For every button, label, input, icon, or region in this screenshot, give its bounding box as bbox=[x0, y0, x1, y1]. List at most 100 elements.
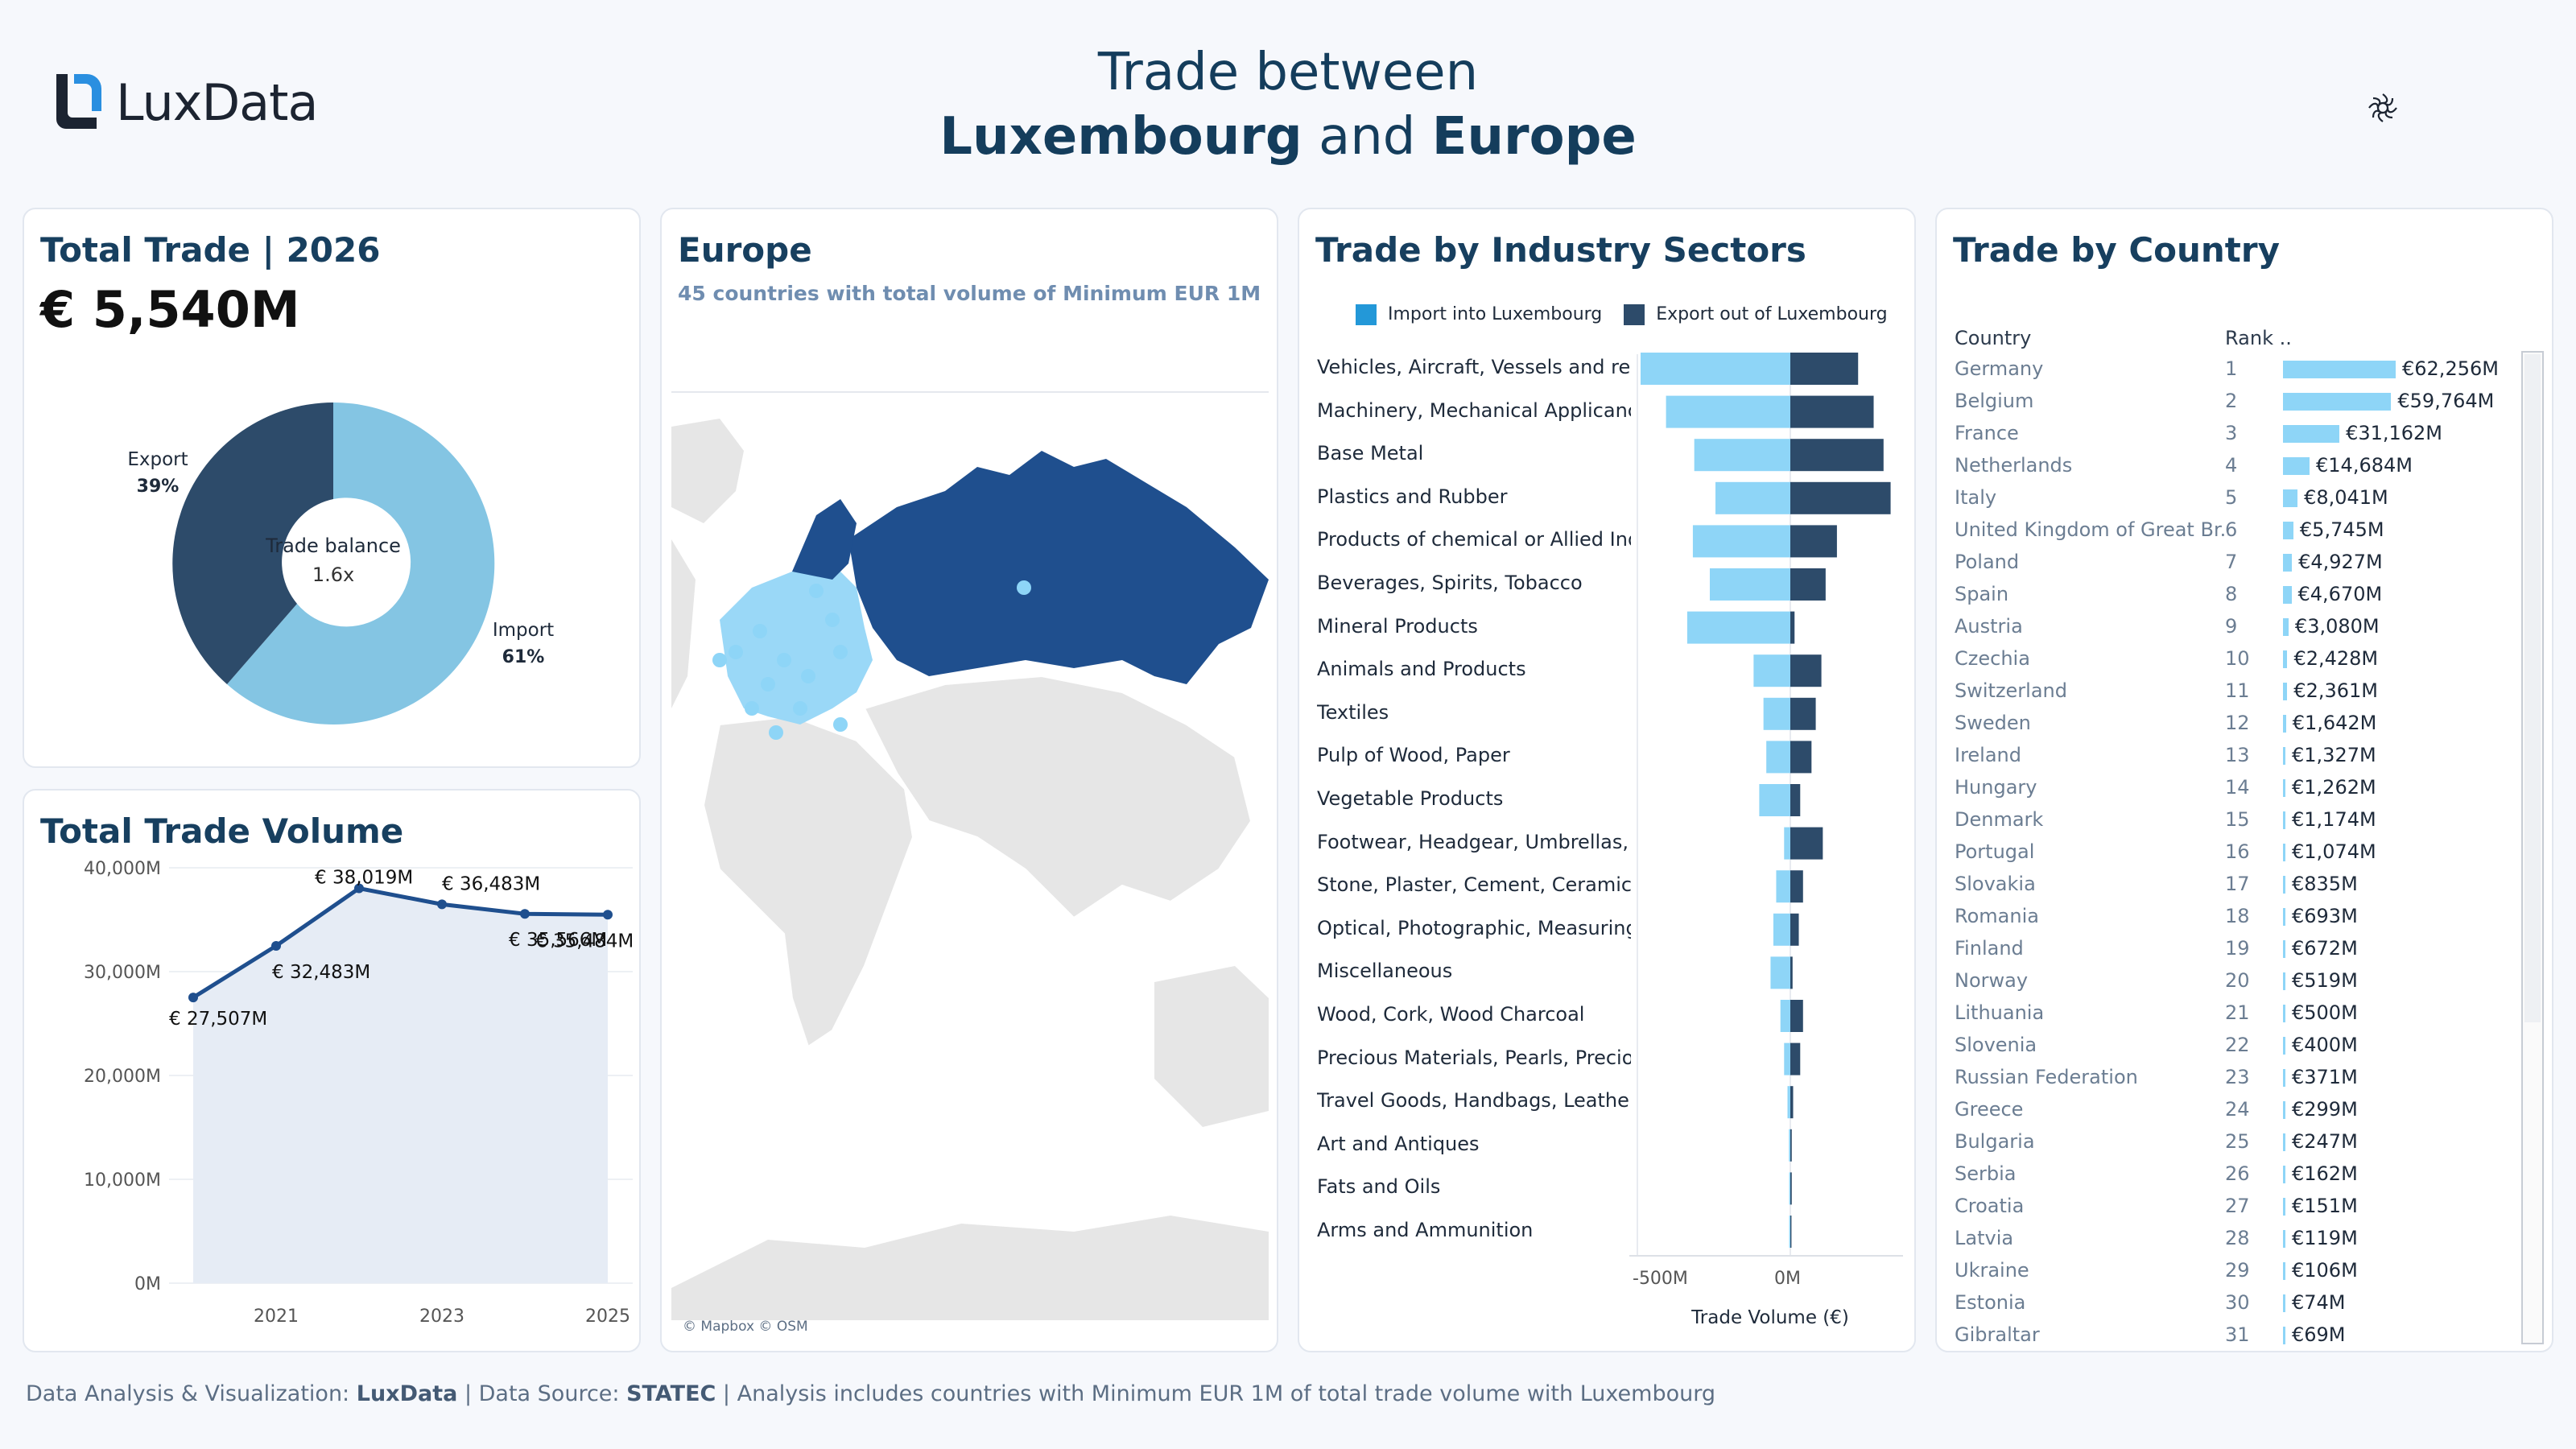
volume-data-label: € 36,483M bbox=[442, 873, 540, 894]
country-value: €31,162M bbox=[2346, 422, 2443, 444]
country-rank: 24 bbox=[2225, 1098, 2250, 1121]
country-value: €8,041M bbox=[2304, 486, 2388, 509]
map-dot bbox=[833, 645, 848, 659]
sector-label: Textiles bbox=[1317, 700, 1389, 724]
country-value: €4,670M bbox=[2297, 583, 2383, 605]
sectors-legend: Import into Luxembourg Export out of Lux… bbox=[1356, 304, 1888, 325]
map-attribution[interactable]: © Mapbox © OSM bbox=[683, 1319, 808, 1335]
country-rank: 20 bbox=[2225, 969, 2250, 992]
country-name: Estonia bbox=[1955, 1291, 2026, 1314]
import-bar bbox=[1784, 1042, 1790, 1075]
export-pct: 39% bbox=[136, 477, 180, 497]
map-scandinavia bbox=[792, 499, 857, 580]
map-dot bbox=[825, 613, 840, 627]
volume-data-label: € 32,483M bbox=[272, 962, 370, 983]
country-bar bbox=[2283, 1133, 2285, 1151]
country-bar bbox=[2283, 361, 2396, 378]
y-tick-label: 40,000M bbox=[84, 859, 161, 879]
title-luxembourg: Luxembourg bbox=[939, 107, 1302, 167]
country-bar bbox=[2283, 1069, 2285, 1087]
volume-point bbox=[603, 910, 613, 920]
country-name: Italy bbox=[1955, 486, 1997, 509]
country-card: Trade by Country Country Rank .. Germany… bbox=[1935, 208, 2553, 1352]
export-bar bbox=[1790, 1000, 1803, 1032]
y-tick-label: 30,000M bbox=[84, 963, 161, 983]
donut-export-slice bbox=[172, 402, 333, 684]
map-dot bbox=[833, 717, 848, 732]
import-bar bbox=[1686, 611, 1790, 644]
country-rank: 27 bbox=[2225, 1195, 2250, 1217]
legend-import-swatch bbox=[1356, 304, 1377, 325]
import-bar bbox=[1715, 481, 1790, 514]
country-rank: 17 bbox=[2225, 873, 2250, 895]
import-bar bbox=[1766, 741, 1790, 774]
country-name: Slovenia bbox=[1955, 1034, 2037, 1056]
sector-label: Base Metal bbox=[1317, 442, 1424, 465]
country-value: €74M bbox=[2292, 1291, 2346, 1314]
country-bar bbox=[2283, 811, 2285, 829]
scrollbar-thumb[interactable] bbox=[2524, 354, 2541, 1022]
country-rank: 1 bbox=[2225, 357, 2238, 380]
country-value: €2,361M bbox=[2293, 679, 2378, 702]
sector-label: Optical, Photographic, Measuring.. bbox=[1317, 916, 1631, 939]
country-name: Croatia bbox=[1955, 1195, 2025, 1217]
import-pct: 61% bbox=[502, 647, 545, 667]
country-rank: 11 bbox=[2225, 679, 2250, 702]
sector-label: Machinery, Mechanical Applicanc.. bbox=[1317, 398, 1631, 422]
volume-data-label: € 38,019M bbox=[315, 868, 413, 889]
export-bar bbox=[1790, 697, 1816, 730]
trade-volume-card: Total Trade Volume 40,000M 30,000M 20,000M… bbox=[23, 789, 641, 1352]
import-bar bbox=[1787, 1086, 1790, 1119]
legend-export-label: Export out of Luxembourg bbox=[1656, 304, 1888, 324]
import-bar bbox=[1694, 439, 1790, 472]
donut-center-value: 1.6x bbox=[312, 564, 355, 586]
scrollbar[interactable] bbox=[2521, 351, 2544, 1344]
country-rank: 26 bbox=[2225, 1162, 2250, 1185]
country-value: €1,642M bbox=[2292, 712, 2377, 734]
sector-label: Travel Goods, Handbags, Leather bbox=[1317, 1089, 1631, 1113]
x-tick-label: 2021 bbox=[254, 1307, 299, 1327]
country-value: €1,262M bbox=[2292, 776, 2376, 799]
country-rank: 19 bbox=[2225, 937, 2250, 960]
title-and: and bbox=[1319, 107, 1416, 167]
col-rank-header[interactable]: Rank .. bbox=[2225, 327, 2292, 349]
volume-data-label: € 35,484M bbox=[535, 931, 634, 952]
country-value: €519M bbox=[2292, 969, 2358, 992]
footer-text-1: Data Analysis & Visualization: bbox=[26, 1381, 357, 1406]
country-rank: 31 bbox=[2225, 1323, 2250, 1346]
country-name: Gibraltar bbox=[1955, 1323, 2040, 1346]
country-value: €3,080M bbox=[2294, 615, 2380, 638]
donut-import-slice bbox=[227, 402, 495, 724]
export-bar bbox=[1790, 870, 1803, 903]
country-name: Switzerland bbox=[1955, 679, 2067, 702]
country-bar bbox=[2283, 650, 2288, 668]
europe-map[interactable] bbox=[671, 419, 1269, 1320]
map-heading: Europe bbox=[678, 230, 812, 270]
x-tick-label: 2025 bbox=[585, 1307, 630, 1327]
country-value: €2,428M bbox=[2293, 647, 2379, 670]
country-rank: 14 bbox=[2225, 776, 2250, 799]
luxdata-logo-icon bbox=[56, 74, 101, 129]
x-tick-label: 2023 bbox=[419, 1307, 464, 1327]
country-value: €835M bbox=[2292, 873, 2358, 895]
import-bar bbox=[1666, 395, 1790, 428]
volume-point bbox=[354, 883, 364, 894]
col-country-header[interactable]: Country bbox=[1955, 327, 2032, 349]
export-bar bbox=[1790, 1216, 1792, 1248]
country-value: €62,256M bbox=[2402, 357, 2499, 380]
page-title: Trade between Luxembourg and Europe bbox=[0, 40, 2576, 169]
country-value: €14,684M bbox=[2316, 454, 2413, 477]
footer-text-3: | Analysis includes countries with Minim… bbox=[716, 1381, 1715, 1406]
y-tick-label: 10,000M bbox=[84, 1170, 161, 1191]
legend-export-swatch bbox=[1624, 304, 1645, 325]
europe-map-card: Europe 45 countries with total volume of… bbox=[660, 208, 1278, 1352]
country-name: Austria bbox=[1955, 615, 2023, 638]
country-value: €1,074M bbox=[2292, 840, 2376, 863]
y-tick-label: 0M bbox=[134, 1274, 161, 1294]
country-bar bbox=[2283, 618, 2289, 636]
settings-icon[interactable] bbox=[2367, 92, 2399, 124]
country-rank: 4 bbox=[2225, 454, 2238, 477]
total-trade-heading: Total Trade | 2026 bbox=[40, 230, 381, 270]
country-name: Sweden bbox=[1955, 712, 2031, 734]
country-bar bbox=[2283, 1327, 2285, 1344]
